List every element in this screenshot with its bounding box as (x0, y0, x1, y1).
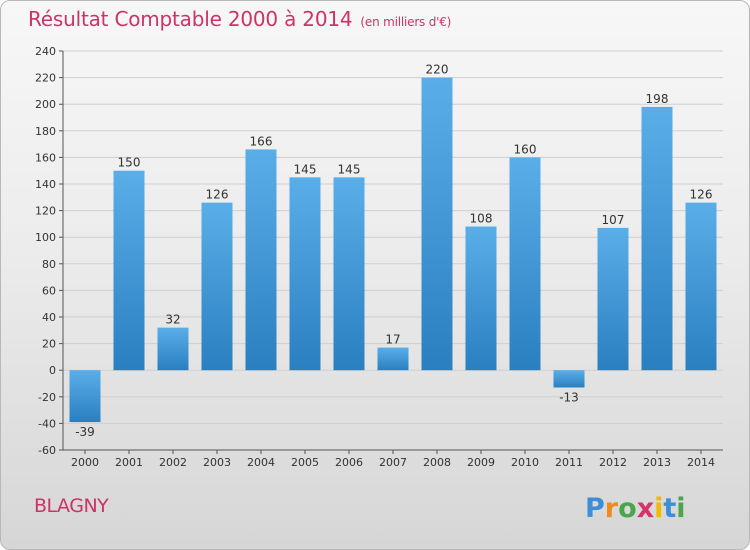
data-label: 160 (514, 142, 537, 156)
x-tick-label: 2006 (335, 456, 363, 469)
chart-title: Résultat Comptable 2000 à 2014 (en millie… (28, 7, 451, 31)
data-label: 145 (338, 162, 361, 176)
x-tick-label: 2013 (643, 456, 671, 469)
x-tick-label: 2000 (71, 456, 99, 469)
bar-2013 (641, 106, 673, 371)
bar-2012 (597, 227, 629, 371)
y-tick-label: 140 (35, 178, 56, 191)
bar-2008 (421, 77, 453, 371)
y-tick-label: 180 (35, 125, 56, 138)
chart-title-text: Résultat Comptable 2000 à 2014 (28, 7, 353, 31)
bar-2003 (201, 202, 233, 371)
proxiti-logo: Proxiti (585, 493, 686, 524)
y-tick-label: 0 (49, 364, 56, 377)
y-tick-label: 120 (35, 205, 56, 218)
data-label: 166 (250, 134, 273, 148)
bars (69, 77, 717, 423)
data-label: 126 (690, 188, 713, 202)
bar-2007 (377, 347, 409, 371)
y-tick-label: -40 (38, 417, 56, 430)
chart-subtitle: (en milliers d'€) (360, 15, 452, 29)
data-label: 150 (118, 156, 141, 170)
data-label: -39 (75, 425, 95, 439)
x-tick-label: 2007 (379, 456, 407, 469)
x-tick-label: 2001 (115, 456, 143, 469)
axes: -60 -40 -20 0 20 40 60 80 100 120 140 160 180 200 220 2… (35, 45, 723, 469)
bar-2000 (69, 370, 101, 423)
data-label: 32 (165, 313, 180, 327)
y-tick-label: -60 (38, 444, 56, 457)
bar-2005 (289, 177, 321, 371)
x-tick-label: 2009 (467, 456, 495, 469)
city-name: BLAGNY (34, 495, 109, 517)
x-tick-label: 2008 (423, 456, 451, 469)
y-tick-label: 80 (42, 258, 56, 271)
y-tick-label: -20 (38, 391, 56, 404)
y-tick-label: 40 (42, 311, 56, 324)
bar-2001 (113, 170, 145, 371)
data-label: 107 (602, 213, 625, 227)
data-labels: -39 150 32 126 166 145 145 17 220 108 160 -13 107 198… (75, 63, 712, 439)
x-tick-label: 2011 (555, 456, 583, 469)
y-tick-label: 240 (35, 45, 56, 58)
data-label: 198 (646, 92, 669, 106)
bar-2009 (465, 226, 497, 371)
data-label: 17 (385, 333, 400, 347)
data-label: 126 (206, 188, 229, 202)
x-tick-label: 2004 (247, 456, 275, 469)
y-tick-label: 220 (35, 72, 56, 85)
bar-2011 (553, 370, 585, 388)
svg-text:Proxiti: Proxiti (585, 493, 686, 524)
x-tick-label: 2010 (511, 456, 539, 469)
bar-2004 (245, 149, 277, 371)
x-tick-label: 2005 (291, 456, 319, 469)
data-label: 108 (470, 212, 493, 226)
y-tick-label: 60 (42, 284, 56, 297)
bar-2002 (157, 327, 189, 371)
bar-2010 (509, 157, 541, 371)
y-tick-label: 100 (35, 231, 56, 244)
data-label: 145 (294, 162, 317, 176)
x-tick-label: 2014 (687, 456, 715, 469)
bar-2014 (685, 202, 717, 371)
x-tick-label: 2002 (159, 456, 187, 469)
y-tick-label: 200 (35, 98, 56, 111)
y-tick-label: 20 (42, 338, 56, 351)
data-label: 220 (426, 63, 449, 77)
x-tick-label: 2003 (203, 456, 231, 469)
bar-2006 (333, 177, 365, 371)
x-tick-label: 2012 (599, 456, 627, 469)
y-tick-label: 160 (35, 151, 56, 164)
data-label: -13 (559, 390, 579, 404)
